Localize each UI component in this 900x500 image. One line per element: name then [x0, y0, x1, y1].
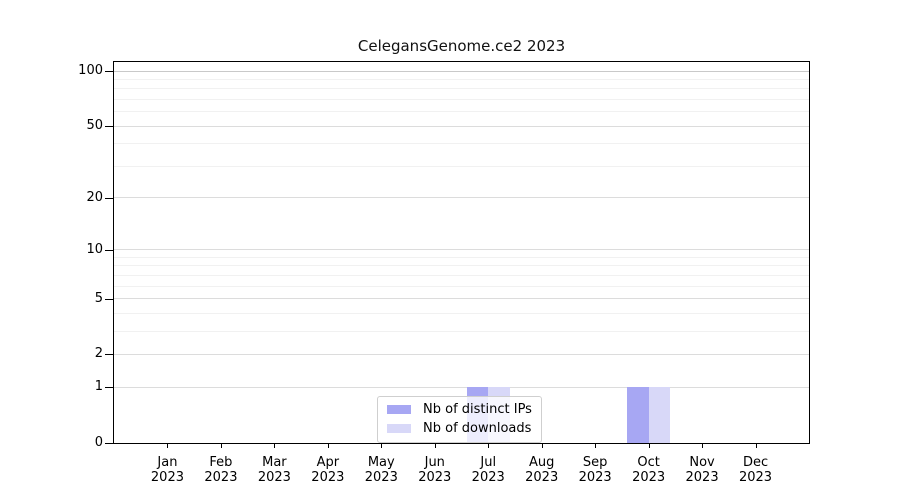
y-tick-mark — [105, 298, 113, 300]
bar-downloads — [648, 387, 670, 443]
y-axis-tick-label: 2 — [94, 346, 103, 362]
x-axis-tick-label: May 2023 — [364, 455, 398, 485]
x-tick-mark — [595, 444, 597, 448]
y-tick-mark — [105, 387, 113, 389]
y-tick-mark — [105, 71, 113, 73]
x-axis-tick-label: Mar 2023 — [257, 455, 291, 485]
legend: Nb of distinct IPs Nb of downloads — [377, 396, 542, 443]
major-gridline — [114, 353, 809, 355]
x-tick-mark — [167, 444, 169, 448]
y-tick-mark — [105, 249, 113, 251]
major-gridline — [114, 249, 809, 251]
minor-gridline — [114, 143, 809, 145]
y-axis-tick-label: 0 — [94, 435, 103, 450]
x-tick-mark — [434, 444, 436, 448]
legend-item-downloads: Nb of downloads — [387, 419, 532, 438]
minor-gridline — [114, 256, 809, 258]
y-tick-mark — [105, 443, 113, 444]
legend-item-distinct-ips: Nb of distinct IPs — [387, 400, 532, 419]
x-axis-tick-label: Aug 2023 — [525, 455, 559, 485]
major-gridline — [114, 125, 809, 127]
y-axis-tick-label: 20 — [86, 189, 103, 205]
legend-swatch-downloads — [387, 424, 411, 433]
minor-gridline — [114, 285, 809, 287]
y-axis-tick-label: 50 — [86, 118, 103, 134]
chart-title: CelegansGenome.ce2 2023 — [357, 37, 566, 55]
y-axis-tick-label: 5 — [94, 290, 103, 306]
major-gridline — [114, 298, 809, 300]
major-gridline — [114, 70, 809, 72]
minor-gridline — [114, 88, 809, 90]
y-axis-tick-label: 1 — [94, 379, 103, 395]
x-axis-tick-label: Oct 2023 — [632, 455, 666, 485]
y-tick-mark — [105, 126, 113, 128]
x-axis-tick-label: Jun 2023 — [418, 455, 452, 485]
y-tick-mark — [105, 197, 113, 199]
x-tick-mark — [702, 444, 704, 448]
y-axis-tick-label: 100 — [78, 63, 103, 79]
minor-gridline — [114, 78, 809, 80]
x-axis-tick-label: Dec 2023 — [738, 455, 773, 485]
x-tick-mark — [488, 444, 490, 448]
bar-distinct-ips — [627, 387, 649, 443]
plot-area: Nb of distinct IPs Nb of downloads — [113, 61, 810, 444]
x-axis-tick-label: Jul 2023 — [471, 455, 505, 485]
minor-gridline — [114, 265, 809, 267]
y-tick-mark — [105, 354, 113, 356]
minor-gridline — [114, 165, 809, 167]
minor-gridline — [114, 274, 809, 276]
legend-label-distinct-ips: Nb of distinct IPs — [423, 402, 532, 417]
minor-gridline — [114, 98, 809, 100]
major-gridline — [114, 197, 809, 199]
x-tick-mark — [274, 444, 276, 448]
x-axis-tick-label: Feb 2023 — [204, 455, 238, 485]
major-gridline — [114, 386, 809, 388]
x-tick-mark — [381, 444, 383, 448]
x-axis-tick-label: Sep 2023 — [578, 455, 612, 485]
x-axis-tick-label: Nov 2023 — [685, 455, 719, 485]
minor-gridline — [114, 111, 809, 113]
x-axis-tick-label: Jan 2023 — [150, 455, 184, 485]
x-tick-mark — [755, 444, 757, 448]
x-tick-mark — [220, 444, 222, 448]
y-axis-tick-label: 10 — [86, 241, 103, 257]
legend-swatch-distinct-ips — [387, 405, 411, 414]
x-tick-mark — [648, 444, 650, 448]
x-tick-mark — [541, 444, 543, 448]
minor-gridline — [114, 330, 809, 332]
x-axis-tick-label: Apr 2023 — [311, 455, 345, 485]
legend-label-downloads: Nb of downloads — [423, 421, 532, 436]
minor-gridline — [114, 312, 809, 314]
x-tick-mark — [327, 444, 329, 448]
